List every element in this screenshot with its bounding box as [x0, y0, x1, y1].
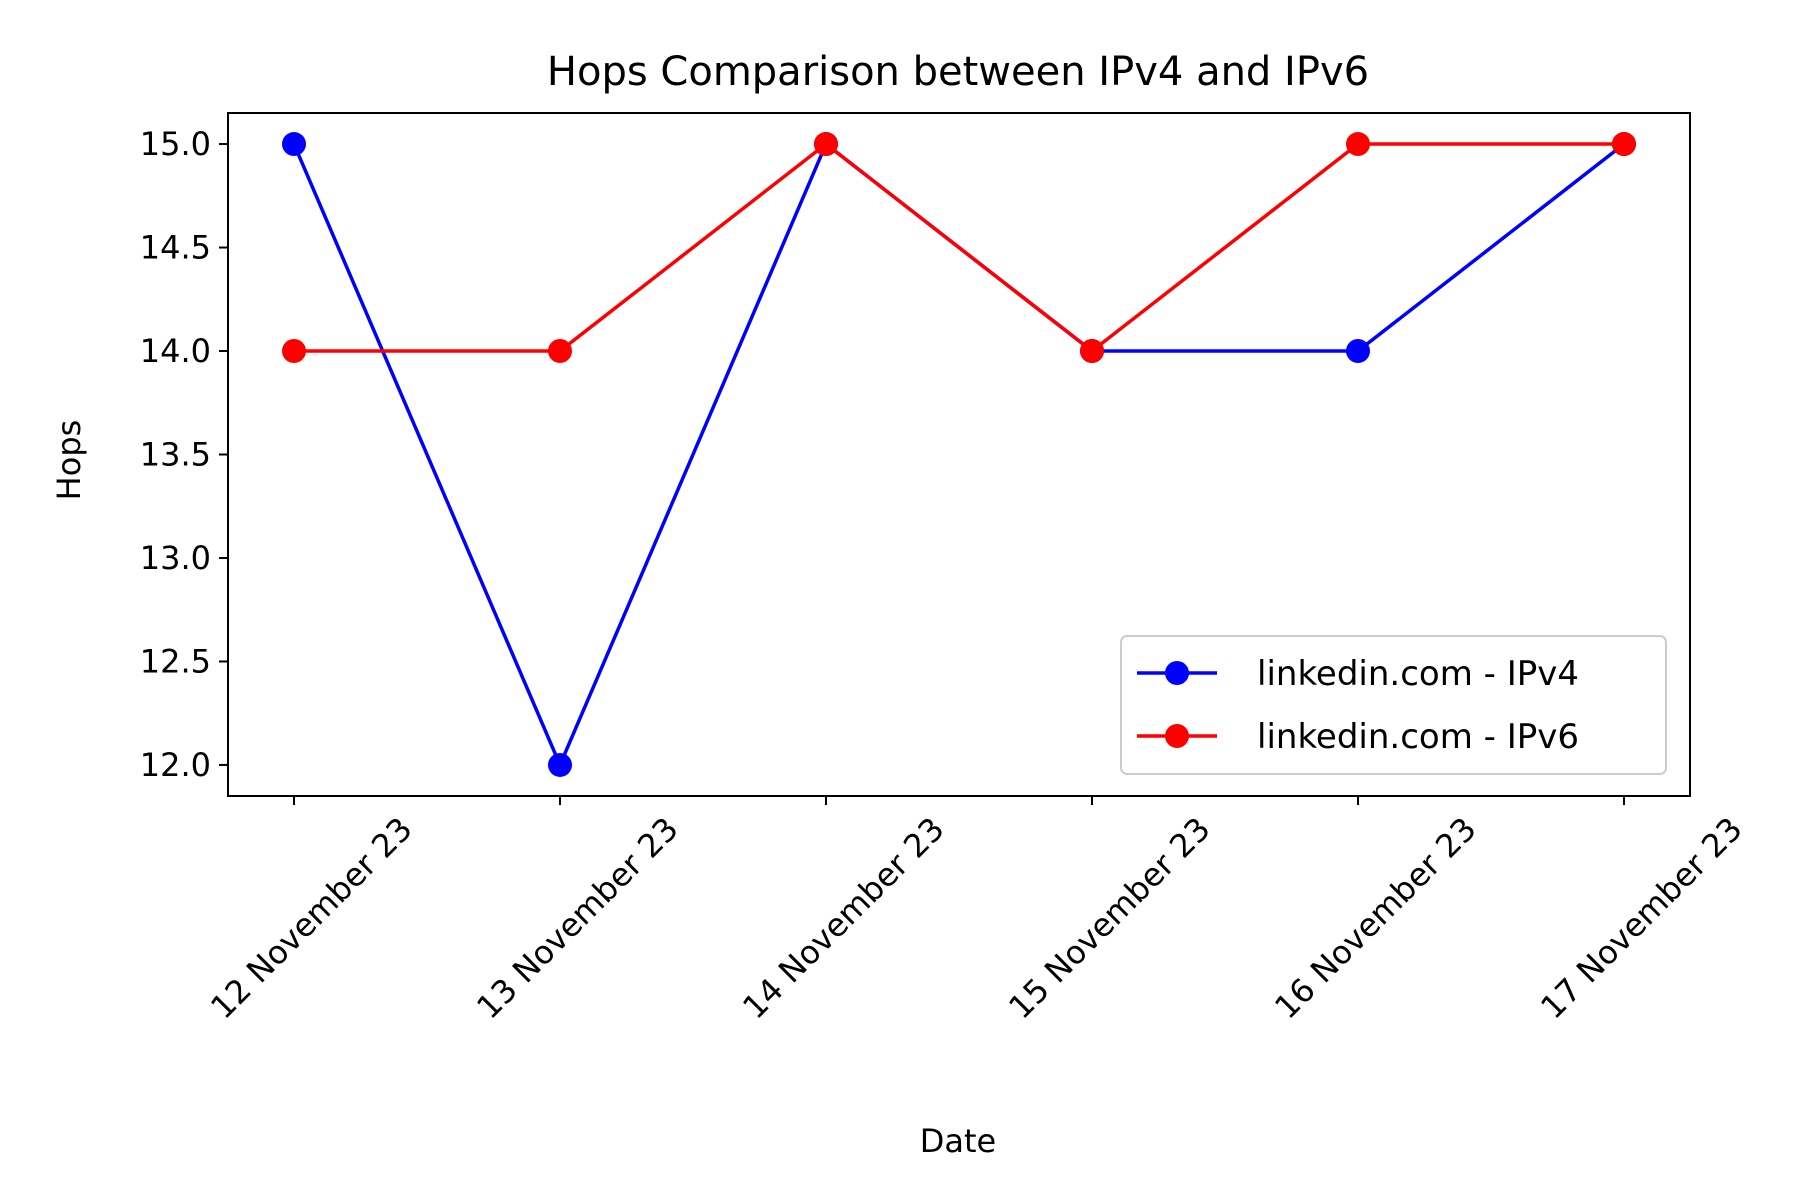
plot-area: 12.0 12.5 13.0 13.5 14.0 14.5 15.0 12 November …	[140, 112, 1750, 1027]
series-line-ipv6	[294, 142, 1624, 353]
legend-label: linkedin.com - IPv4	[1257, 654, 1579, 694]
data-point	[1346, 339, 1370, 364]
y-tick-label: 14.0	[140, 332, 211, 370]
y-tick-label: 13.0	[140, 539, 211, 577]
legend-marker	[1165, 724, 1189, 748]
x-tick-label: 14 November 23	[735, 810, 952, 1027]
chart-title: Hops Comparison between IPv4 and IPv6	[547, 49, 1369, 95]
y-tick-label: 13.5	[140, 436, 211, 474]
x-tick-label: 15 November 23	[1001, 810, 1218, 1027]
data-point	[548, 752, 572, 777]
data-point	[1080, 339, 1104, 364]
legend-marker	[1165, 661, 1189, 685]
legend-box	[1120, 635, 1667, 775]
legend-label: linkedin.com - IPv6	[1257, 717, 1579, 757]
data-point	[282, 339, 306, 364]
y-tick-label: 15.0	[140, 125, 211, 163]
x-axis-label: Date	[920, 1122, 996, 1160]
x-tick-label: 12 November 23	[203, 810, 420, 1027]
x-tick-label: 17 November 23	[1533, 810, 1750, 1027]
y-tick-label: 12.5	[140, 642, 211, 680]
y-tick-label: 12.0	[140, 746, 211, 784]
x-tick-label: 13 November 23	[469, 810, 686, 1027]
y-tick-label: 14.5	[140, 229, 211, 267]
x-tick-label: 16 November 23	[1267, 810, 1484, 1027]
legend: linkedin.com - IPv4 linkedin.com - IPv6	[1120, 635, 1667, 775]
data-point	[1346, 132, 1370, 157]
data-point	[282, 132, 306, 157]
data-point	[814, 132, 838, 157]
y-axis-label: Hops	[50, 420, 88, 501]
data-point	[1612, 132, 1636, 157]
data-point	[548, 339, 572, 364]
